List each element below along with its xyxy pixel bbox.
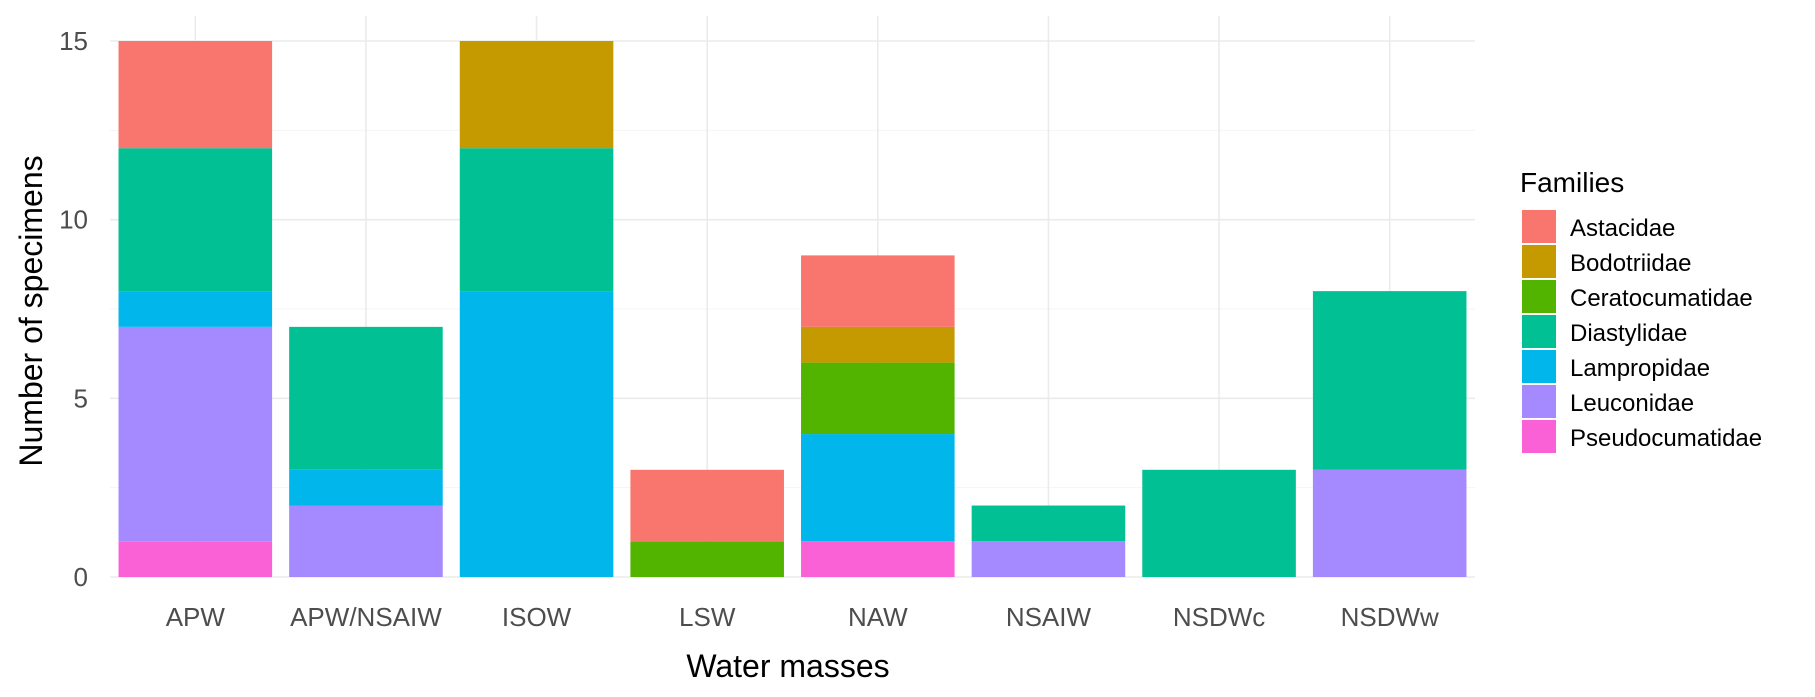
legend-label-bodotriidae: Bodotriidae [1570,250,1691,277]
legend-items: Astacidae Bodotriidae Ceratocumatidae Diast… [1522,210,1762,453]
bar-segment-lampropidae-naw [801,434,955,542]
bar-segment-leuconidae-apw-nsaiw [289,505,443,577]
bar-segment-lampropidae-apw [118,291,273,327]
bar-segment-leuconidae-nsdww [1312,469,1467,577]
bar-segment-leuconidae-apw [118,326,273,542]
legend-label-leuconidae: Leuconidae [1570,390,1694,417]
x-axis-title: Water masses [686,648,889,684]
bar-segment-diastylidae-nsaiw [971,505,1126,542]
y-axis-ticks: 0 5 10 15 [59,26,88,592]
bar-segment-ceratocumatidae-naw [801,362,955,435]
bar-segment-astacidae-naw [801,255,955,327]
bar-segment-lampropidae-apw-nsaiw [289,469,443,506]
legend-key-ceratocumatidae [1522,280,1556,313]
bar-segment-diastylidae-nsdww [1312,291,1467,470]
bar-segment-diastylidae-isow [459,148,614,292]
bars [118,41,1467,577]
bar-segment-astacidae-apw [118,41,273,149]
legend-label-pseudocumatidae: Pseudocumatidae [1570,425,1762,452]
bar-segment-ceratocumatidae-lsw [630,541,784,577]
legend-key-bodotriidae [1522,245,1556,278]
y-tick-label: 15 [59,26,88,56]
bar-segment-bodotriidae-isow [459,41,614,149]
bar-segment-pseudocumatidae-apw [118,541,273,577]
bar-segment-diastylidae-apw [118,148,273,292]
legend-label-lampropidae: Lampropidae [1570,355,1710,382]
bar-segment-pseudocumatidae-naw [801,541,955,577]
bar-segment-bodotriidae-naw [801,326,955,363]
bar-segment-astacidae-lsw [630,469,784,542]
legend-key-diastylidae [1522,315,1556,348]
bar-segment-leuconidae-nsaiw [971,541,1126,577]
legend: Families Astacidae Bodotriidae Ceratocumat… [1520,167,1762,453]
legend-label-ceratocumatidae: Ceratocumatidae [1570,285,1753,312]
x-tick-label: LSW [679,602,736,632]
legend-key-lampropidae [1522,350,1556,383]
x-tick-label: APW [166,602,226,632]
x-axis-ticks: APW APW/NSAIW ISOW LSW NAW NSAIW NSDWc NSDWw [166,602,1439,632]
bar-segment-diastylidae-apw-nsaiw [289,326,443,470]
x-tick-label: APW/NSAIW [290,602,442,632]
bar-segment-lampropidae-isow [459,291,614,577]
y-axis-title: Number of specimens [13,155,49,466]
y-tick-label: 0 [74,562,88,592]
x-tick-label: NSAIW [1006,602,1092,632]
legend-label-astacidae: Astacidae [1570,215,1675,242]
legend-key-astacidae [1522,210,1556,243]
y-tick-label: 5 [74,383,88,413]
x-tick-label: NSDWc [1173,602,1265,632]
legend-label-diastylidae: Diastylidae [1570,320,1687,347]
x-tick-label: NSDWw [1341,602,1439,632]
legend-key-leuconidae [1522,385,1556,418]
x-tick-label: NAW [848,602,908,632]
legend-key-pseudocumatidae [1522,420,1556,453]
bar-segment-diastylidae-nsdwc [1142,469,1296,577]
x-tick-label: ISOW [502,602,572,632]
y-tick-label: 10 [59,205,88,235]
legend-title: Families [1520,167,1624,198]
